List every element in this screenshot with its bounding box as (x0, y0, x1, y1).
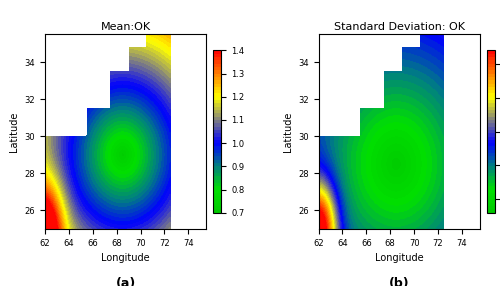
Text: (b): (b) (389, 277, 409, 286)
Title: Standard Deviation: OK: Standard Deviation: OK (334, 22, 464, 32)
X-axis label: Longitude: Longitude (375, 253, 424, 263)
Y-axis label: Latitude: Latitude (9, 111, 19, 152)
Title: Mean:OK: Mean:OK (100, 22, 150, 32)
X-axis label: Longitude: Longitude (102, 253, 150, 263)
Text: (a): (a) (116, 277, 136, 286)
Y-axis label: Latitude: Latitude (282, 111, 292, 152)
